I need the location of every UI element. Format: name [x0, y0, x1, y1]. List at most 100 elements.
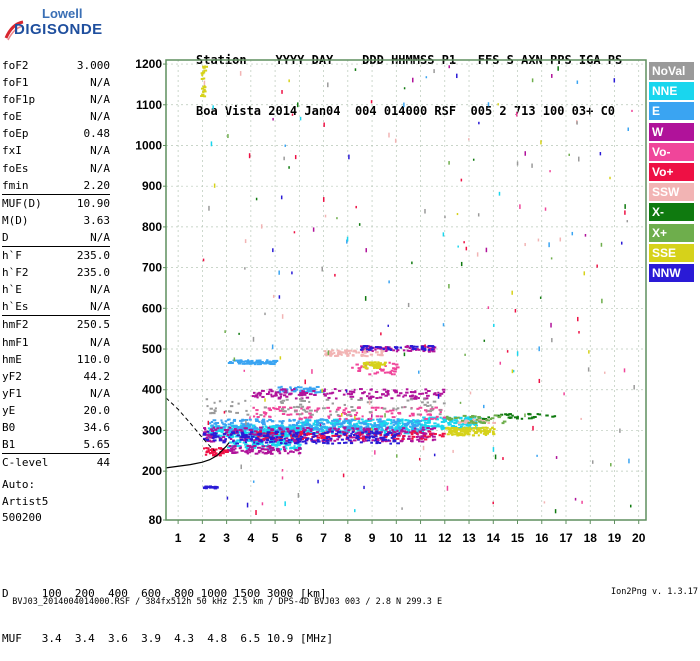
data-point	[278, 390, 282, 393]
data-point	[261, 451, 265, 454]
data-point	[352, 436, 356, 439]
data-point	[325, 429, 328, 432]
data-point	[377, 365, 382, 368]
data-point	[467, 430, 472, 433]
data-point	[345, 438, 349, 441]
data-point	[400, 430, 403, 433]
data-point	[441, 433, 444, 436]
data-point	[342, 409, 346, 412]
data-point	[475, 424, 479, 427]
param-label: D	[2, 230, 9, 244]
data-point	[248, 446, 253, 449]
param-value: N/A	[90, 144, 110, 158]
data-point	[381, 436, 386, 439]
data-point	[302, 400, 306, 403]
data-point	[451, 424, 455, 427]
data-point	[280, 422, 284, 425]
data-point	[246, 413, 250, 416]
data-point	[396, 394, 401, 397]
noise-speck	[551, 338, 553, 343]
data-point	[283, 448, 286, 451]
data-point	[481, 426, 485, 429]
data-point	[338, 350, 342, 353]
data-point	[372, 424, 377, 427]
data-point	[268, 433, 272, 436]
data-point	[202, 437, 207, 440]
data-point	[434, 425, 437, 428]
data-point	[263, 406, 268, 409]
data-point	[299, 394, 304, 397]
data-point	[462, 414, 467, 417]
data-point	[268, 451, 272, 454]
data-point	[381, 393, 384, 396]
data-point	[359, 441, 363, 444]
noise-speck	[312, 227, 315, 232]
data-point	[260, 440, 263, 443]
param-label: C-level	[2, 456, 49, 470]
data-point	[260, 389, 265, 392]
data-point	[322, 441, 326, 444]
data-point	[310, 413, 314, 416]
data-point	[423, 403, 427, 406]
data-point	[335, 408, 340, 411]
data-point	[214, 407, 217, 410]
data-point	[408, 414, 412, 417]
data-point	[345, 441, 348, 444]
data-point	[253, 428, 257, 431]
data-point	[298, 386, 303, 389]
data-point	[329, 351, 333, 354]
data-point	[460, 419, 465, 422]
data-point	[201, 87, 205, 90]
data-point	[267, 391, 271, 394]
data-point	[343, 403, 346, 406]
y-tick-label: 400	[142, 383, 162, 397]
data-point	[281, 420, 285, 423]
data-point	[435, 425, 440, 428]
data-point	[297, 406, 301, 409]
noise-speck	[288, 79, 290, 83]
data-point	[553, 415, 557, 418]
data-point	[346, 392, 351, 395]
noise-speck	[281, 314, 284, 319]
noise-speck	[387, 324, 390, 327]
data-point	[417, 397, 420, 400]
param-value: 10.90	[76, 196, 110, 210]
data-point	[244, 427, 248, 430]
data-point	[295, 423, 298, 426]
data-point	[427, 350, 431, 353]
data-point	[290, 437, 294, 440]
data-point	[266, 445, 270, 448]
data-point	[492, 428, 496, 431]
data-point	[331, 402, 334, 405]
data-point	[492, 432, 495, 435]
data-point	[417, 435, 420, 438]
noise-speck	[260, 224, 263, 229]
data-point	[202, 77, 206, 80]
data-point	[331, 429, 335, 432]
data-point	[394, 391, 399, 394]
data-point	[441, 432, 446, 435]
data-point	[482, 430, 485, 433]
data-point	[403, 424, 408, 427]
data-point	[445, 415, 449, 418]
data-point	[504, 413, 508, 416]
data-point	[333, 351, 336, 354]
data-point	[413, 424, 417, 427]
data-point	[281, 430, 286, 433]
data-point	[263, 362, 268, 365]
data-point	[297, 431, 300, 434]
data-point	[273, 394, 277, 397]
data-point	[465, 423, 470, 426]
data-point	[478, 418, 482, 421]
data-point	[375, 430, 379, 433]
data-point	[259, 363, 262, 366]
param-value: N/A	[90, 76, 110, 90]
param-label: fmin	[2, 178, 29, 192]
data-point	[285, 437, 289, 440]
data-point	[399, 439, 404, 442]
y-tick-label: 200	[142, 464, 162, 478]
data-point	[481, 417, 485, 420]
data-point	[242, 432, 245, 435]
data-point	[288, 424, 292, 427]
data-point	[448, 431, 451, 434]
